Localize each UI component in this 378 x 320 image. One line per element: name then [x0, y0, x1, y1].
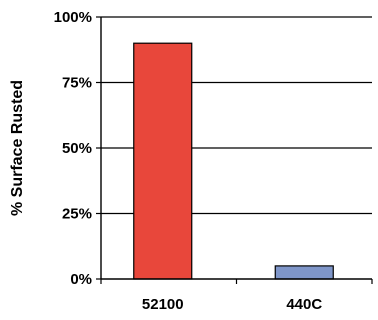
y-tick-labels: 0% 25% 50% 75% 100%	[54, 9, 92, 288]
x-category-label-0: 52100	[142, 296, 184, 313]
y-tick-label-2: 50%	[62, 140, 92, 157]
y-tick-label-4: 100%	[54, 9, 92, 26]
y-tick-label-3: 75%	[62, 75, 92, 92]
x-category-label-1: 440C	[286, 296, 322, 313]
bars	[133, 42, 334, 280]
x-category-labels: 52100 440C	[142, 296, 322, 313]
y-tick-label-0: 0%	[70, 271, 92, 288]
bar-440C	[274, 265, 334, 280]
y-tick-label-1: 25%	[62, 206, 92, 223]
axes	[96, 16, 373, 284]
y-axis-title: % Surface Rusted	[9, 80, 26, 216]
bar-52100	[133, 42, 193, 280]
